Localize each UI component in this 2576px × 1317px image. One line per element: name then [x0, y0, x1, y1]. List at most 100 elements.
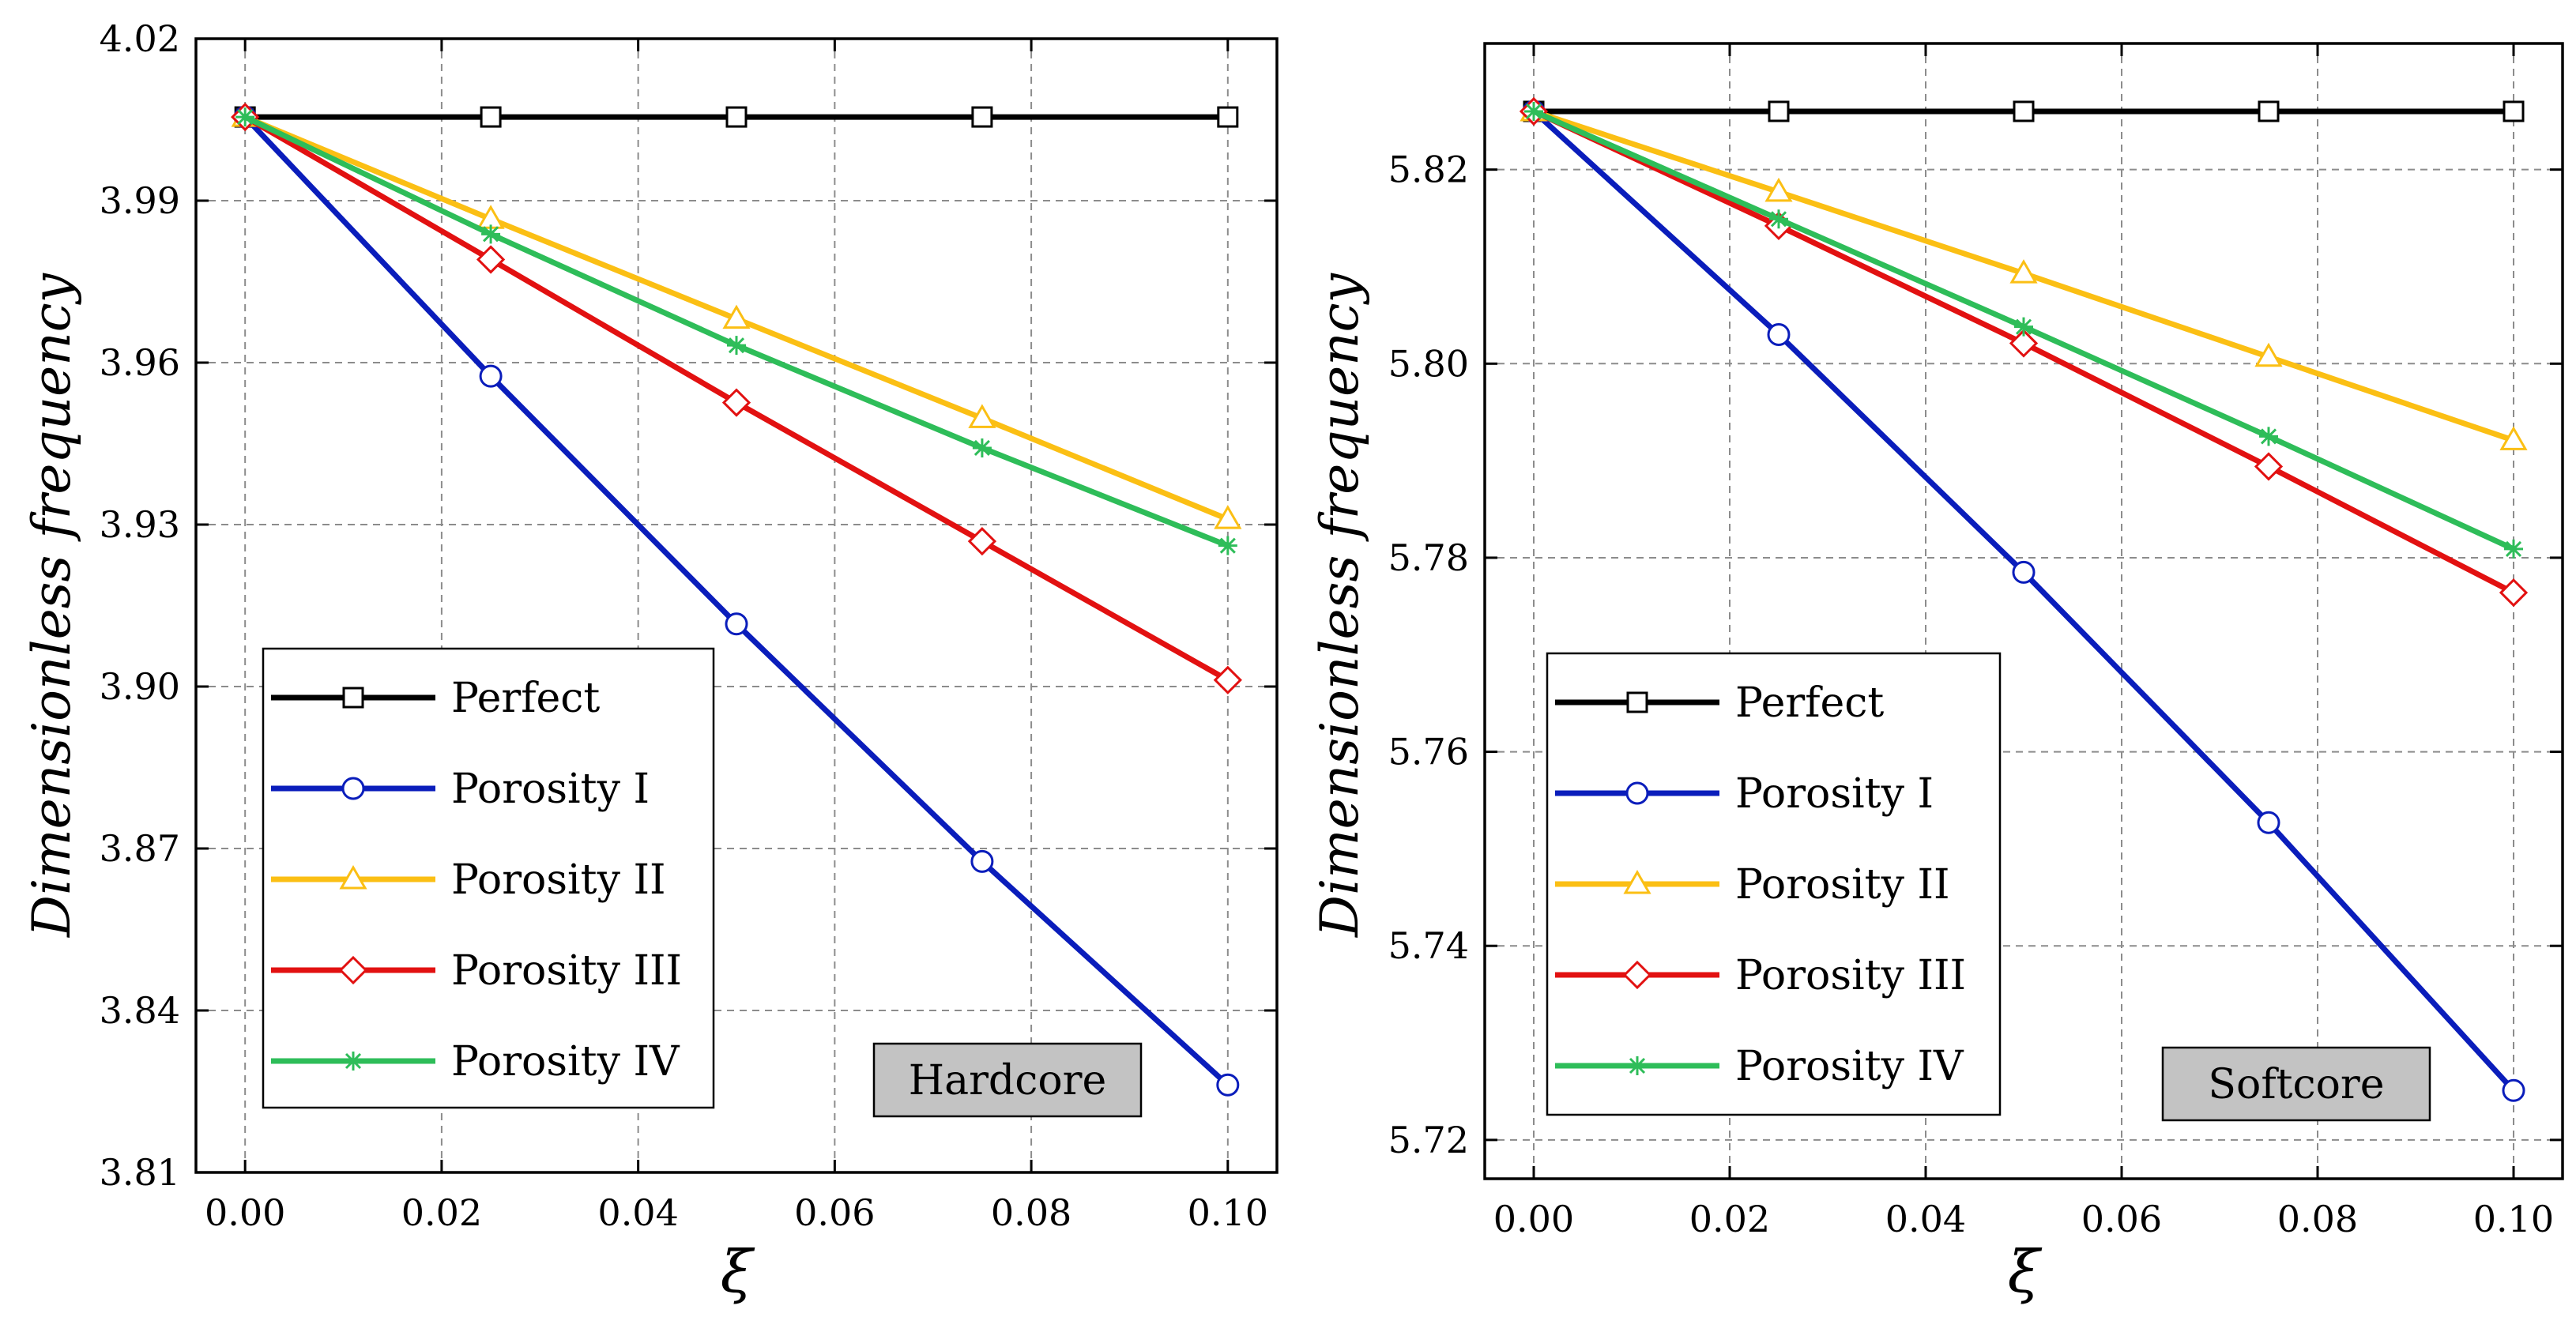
- data-point-porosity-iv: [1218, 536, 1237, 555]
- legend-label-perfect: Perfect: [451, 675, 600, 722]
- data-point-porosity-ii: [1764, 177, 1793, 202]
- y-tick-label: 5.72: [1388, 1119, 1469, 1161]
- x-tick-label: 0.02: [401, 1191, 482, 1234]
- legend-marker-porosity-i: [1625, 781, 1649, 805]
- data-point-porosity-i: [479, 364, 503, 388]
- legend-label-porosity-ii: Porosity II: [451, 856, 666, 904]
- y-axis-label: Dimensionless frequency: [1309, 273, 1370, 938]
- data-point-porosity-i: [1216, 1073, 1240, 1097]
- data-point-porosity-iii: [2499, 578, 2529, 608]
- core-label-text: Hardcore: [909, 1057, 1107, 1104]
- data-point-porosity-iii: [1213, 665, 1242, 694]
- x-tick-label: 0.02: [1689, 1198, 1770, 1240]
- data-point-porosity-i: [1767, 322, 1791, 346]
- data-point-perfect: [1217, 106, 1239, 128]
- y-tick-label: 4.02: [100, 17, 180, 60]
- y-tick-label: 3.81: [100, 1151, 180, 1194]
- y-tick-label: 3.90: [100, 665, 180, 708]
- legend-marker-porosity-ii: [339, 864, 367, 890]
- data-point-perfect: [1768, 100, 1790, 122]
- core-label-hardcore: Hardcore: [872, 1042, 1143, 1118]
- legend-label-porosity-iii: Porosity III: [1735, 952, 1966, 999]
- series-porosity-i: [1522, 100, 2525, 1102]
- legend: Perfect Porosity I Porosity II Porosity III…: [262, 647, 715, 1109]
- data-point-porosity-ii: [968, 404, 996, 428]
- data-point-perfect: [480, 106, 502, 128]
- chart-panel-hardcore: 0.00 0.02 0.04 0.06 0.08 0.10 3.81 3.84 3.87 3.90…: [21, 17, 1279, 1306]
- legend: Perfect Porosity I Porosity II Porosity III…: [1546, 652, 2002, 1116]
- x-tick-label: 0.08: [2277, 1198, 2358, 1240]
- core-label-softcore: Softcore: [2161, 1046, 2431, 1122]
- legend-label-porosity-ii: Porosity II: [1735, 861, 1950, 909]
- x-tick-label: 0.04: [1885, 1198, 1966, 1240]
- data-point-porosity-iv: [2014, 317, 2033, 337]
- legend-label-porosity-iii: Porosity III: [451, 947, 682, 995]
- legend-label-porosity-iv: Porosity IV: [451, 1038, 680, 1086]
- data-point-porosity-ii: [2254, 342, 2283, 367]
- x-tick-label: 0.04: [597, 1191, 678, 1234]
- y-tick-label: 5.76: [1388, 731, 1469, 773]
- legend-marker-porosity-ii: [1623, 869, 1651, 894]
- y-tick-label: 5.80: [1388, 342, 1469, 385]
- y-tick-label: 5.78: [1388, 536, 1469, 579]
- data-point-porosity-i: [725, 612, 748, 636]
- core-label-box: [2161, 1046, 2431, 1122]
- data-point-porosity-iv: [1524, 101, 1543, 121]
- legend-label-perfect: Perfect: [1735, 679, 1884, 727]
- legend-marker-porosity-iii: [338, 955, 368, 985]
- y-tick-label: 3.99: [100, 179, 180, 222]
- data-point-porosity-i: [2257, 811, 2280, 834]
- core-label-text: Softcore: [2208, 1061, 2384, 1108]
- series-perfect: [1523, 100, 2525, 122]
- x-tick-label: 0.08: [991, 1191, 1071, 1234]
- data-point-porosity-i: [2012, 560, 2036, 584]
- x-tick-label: 0.10: [2473, 1198, 2554, 1240]
- x-tick-label: 0.06: [2081, 1198, 2162, 1240]
- axis-ticks: 0.00 0.02 0.04 0.06 0.08 0.10 3.81 3.84 3.87 3.90…: [100, 17, 1277, 1234]
- x-tick-label: 0.10: [1188, 1191, 1268, 1234]
- data-point-porosity-ii: [2499, 426, 2528, 450]
- data-point-porosity-iii: [476, 245, 506, 274]
- legend-label-porosity-iv: Porosity IV: [1735, 1043, 1964, 1090]
- core-label-box: [872, 1042, 1143, 1118]
- data-point-porosity-iv: [1769, 209, 1788, 229]
- data-point-perfect: [725, 106, 748, 128]
- data-point-porosity-ii: [2009, 259, 2038, 284]
- data-point-porosity-iv: [727, 336, 746, 356]
- data-point-porosity-ii: [1214, 505, 1242, 529]
- x-axis-label: ξ: [721, 1238, 755, 1306]
- legend-marker-porosity-iv: [344, 1052, 363, 1071]
- legend-marker-porosity-i: [341, 777, 365, 800]
- data-point-porosity-i: [2502, 1078, 2525, 1102]
- plot-frame: [1483, 42, 2564, 1180]
- series-line-porosity-iv: [243, 114, 1230, 548]
- data-point-perfect: [2503, 100, 2525, 122]
- y-tick-label: 5.82: [1388, 149, 1469, 191]
- y-axis-label: Dimensionless frequency: [21, 273, 82, 938]
- legend-marker-porosity-iii: [1622, 960, 1652, 990]
- y-tick-label: 3.93: [100, 503, 180, 546]
- y-tick-label: 3.87: [100, 827, 180, 870]
- data-point-perfect: [971, 106, 993, 128]
- data-point-porosity-iv: [972, 438, 992, 457]
- series-porosity-iii: [231, 102, 1242, 694]
- data-point-porosity-iii: [721, 388, 751, 417]
- data-point-porosity-ii: [722, 304, 751, 329]
- data-point-porosity-i: [970, 849, 994, 873]
- x-axis-label: ξ: [2008, 1238, 2043, 1306]
- series-porosity-ii: [231, 103, 1242, 529]
- axis-ticks: 0.00 0.02 0.04 0.06 0.08 0.10 5.72 5.74 5.76 5.78…: [1388, 43, 2563, 1240]
- y-tick-label: 5.74: [1388, 924, 1469, 967]
- series-perfect: [234, 106, 1239, 128]
- legend-marker-porosity-iv: [1628, 1056, 1647, 1075]
- data-point-perfect: [2258, 100, 2280, 122]
- data-point-porosity-iii: [967, 527, 997, 556]
- legend-label-porosity-i: Porosity I: [1735, 770, 1934, 818]
- y-tick-label: 3.96: [100, 341, 180, 384]
- series-porosity-ii: [1520, 96, 2528, 450]
- y-tick-label: 3.84: [100, 989, 180, 1032]
- chart-panel-softcore: 0.00 0.02 0.04 0.06 0.08 0.10 5.72 5.74 5.76 5.78…: [1309, 42, 2564, 1306]
- legend-label-porosity-i: Porosity I: [451, 766, 650, 813]
- data-point-porosity-iv: [481, 224, 501, 244]
